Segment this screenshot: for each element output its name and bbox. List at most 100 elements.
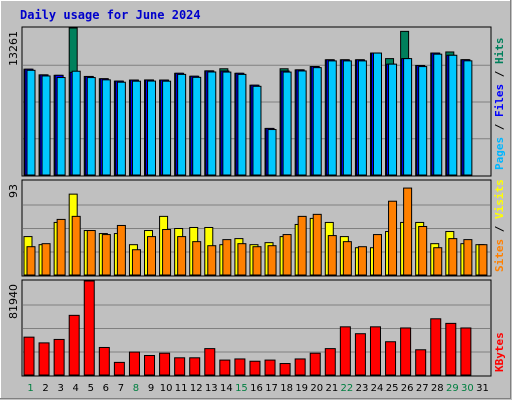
visits-sites-bar — [131, 249, 141, 276]
visits-legend-part-0: Sites — [493, 239, 506, 272]
kbytes-kbytes-bar — [23, 336, 35, 376]
x-tick-label: 13 — [205, 383, 218, 394]
traffic-pages-bar — [433, 53, 443, 176]
panel-traffic-frame — [21, 26, 492, 177]
kbytes-kbytes-bar — [430, 318, 442, 376]
traffic-pages-bar — [177, 73, 187, 176]
x-tick-label: 1 — [27, 383, 33, 394]
kbytes-kbytes-bar — [38, 342, 50, 376]
visits-sites-bar — [357, 246, 367, 276]
visits-sites-bar — [418, 225, 428, 276]
kbytes-kbytes-bar — [98, 346, 110, 376]
visits-sites-bar — [41, 243, 51, 276]
visits-sites-bar — [312, 213, 322, 276]
x-tick-label: 17 — [265, 383, 278, 394]
x-tick-label: 24 — [371, 383, 384, 394]
visits-sites-bar — [222, 239, 232, 276]
visits-sites-bar — [297, 215, 307, 276]
x-tick-label: 8 — [133, 383, 139, 394]
side-labels: Pages / Files / Hits Sites / Visits KBytes — [493, 38, 506, 373]
x-tick-label: 25 — [386, 383, 399, 394]
kbytes-kbytes-bar — [219, 359, 231, 376]
visits-legend-part-2: Visits — [493, 179, 506, 219]
x-tick-label: 7 — [118, 383, 124, 394]
traffic-pages-bar — [131, 80, 141, 176]
visits-sites-bar — [448, 238, 458, 276]
traffic-pages-bar — [86, 77, 96, 176]
x-tick-label: 12 — [190, 383, 203, 394]
traffic-pages-bar — [418, 66, 428, 176]
visits-sites-bar — [101, 234, 111, 276]
x-tick-label: 29 — [446, 383, 459, 394]
x-tick-label: 31 — [476, 383, 489, 394]
kbytes-legend-part-0: KBytes — [493, 332, 506, 372]
kbytes-kbytes-bar — [204, 348, 216, 376]
traffic-pages-bar — [207, 71, 217, 176]
visits-legend-part-1: / — [493, 219, 506, 239]
x-tick-label: 28 — [431, 383, 444, 394]
x-tick-label: 2 — [42, 383, 48, 394]
kbytes-kbytes-bar — [354, 333, 366, 376]
traffic-pages-bar — [312, 67, 322, 176]
traffic-legend-label: Pages / Files / Hits — [493, 38, 506, 171]
traffic-pages-bar — [357, 60, 367, 176]
visits-sites-bar — [252, 246, 262, 276]
kbytes-kbytes-bar — [264, 359, 276, 376]
traffic-pages-bar — [41, 75, 51, 176]
traffic-pages-bar — [463, 60, 473, 176]
visits-sites-bar — [237, 243, 247, 276]
x-tick-label: 14 — [220, 383, 233, 394]
kbytes-kbytes-bar — [415, 349, 427, 376]
kbytes-kbytes-bar — [339, 326, 351, 376]
x-tick-label: 22 — [341, 383, 354, 394]
visits-sites-bar — [26, 246, 36, 276]
kbytes-kbytes-bar — [324, 348, 336, 376]
traffic-pages-bar — [237, 73, 247, 176]
kbytes-axis-max-label: 81940 — [7, 284, 20, 319]
visits-sites-bar — [116, 224, 126, 276]
x-tick-labels: 1 2 3 4 5 6 7 8 9 10 11 12 13 14 15 16 17 18 19 20 21 22 23 24 2… — [27, 383, 488, 394]
visits-legend-label: Sites / Visits — [493, 179, 506, 272]
kbytes-kbytes-bar — [385, 341, 397, 376]
kbytes-kbytes-bar — [249, 360, 261, 376]
traffic-pages-bar — [71, 70, 81, 176]
x-tick-label: 11 — [175, 383, 188, 394]
kbytes-kbytes-bar — [369, 326, 381, 376]
x-tick-label: 27 — [416, 383, 429, 394]
traffic-axis-max-label: 13261 — [7, 31, 20, 66]
visits-sites-bar — [388, 200, 398, 276]
traffic-pages-bar — [388, 63, 398, 176]
visits-sites-bar — [282, 234, 292, 276]
kbytes-kbytes-bar — [294, 358, 306, 376]
visits-sites-bar — [147, 236, 157, 276]
traffic-pages-bar — [403, 58, 413, 176]
x-tick-label: 16 — [250, 383, 263, 394]
kbytes-kbytes-bar — [309, 352, 321, 376]
visits-sites-bar — [478, 244, 488, 276]
traffic-pages-bar — [267, 129, 277, 176]
panel-kbytes-frame — [21, 279, 492, 377]
visits-sites-bar — [463, 239, 473, 276]
visits-sites-bar — [56, 218, 66, 276]
kbytes-kbytes-bar — [400, 327, 412, 376]
kbytes-kbytes-bar — [159, 352, 171, 376]
visits-sites-bar — [327, 235, 337, 276]
kbytes-kbytes-bar — [53, 338, 65, 376]
x-tick-label: 21 — [325, 383, 338, 394]
kbytes-kbytes-bar — [83, 280, 95, 376]
traffic-pages-bar — [327, 60, 337, 176]
traffic-pages-bar — [162, 80, 172, 176]
traffic-pages-bar — [222, 71, 232, 176]
x-tick-label: 5 — [88, 383, 94, 394]
visits-sites-bar — [433, 247, 443, 276]
visits-sites-bar — [207, 245, 217, 276]
traffic-pages-bar — [147, 80, 157, 176]
traffic-legend-part-4: Hits — [493, 38, 506, 65]
kbytes-kbytes-bar — [128, 351, 140, 376]
traffic-pages-bar — [26, 69, 36, 176]
x-tick-label: 9 — [148, 383, 154, 394]
kbytes-legend-label: KBytes — [493, 332, 506, 372]
chart-title: Daily usage for June 2024 — [20, 8, 201, 22]
visits-sites-bar — [403, 187, 413, 276]
x-tick-label: 10 — [160, 383, 173, 394]
